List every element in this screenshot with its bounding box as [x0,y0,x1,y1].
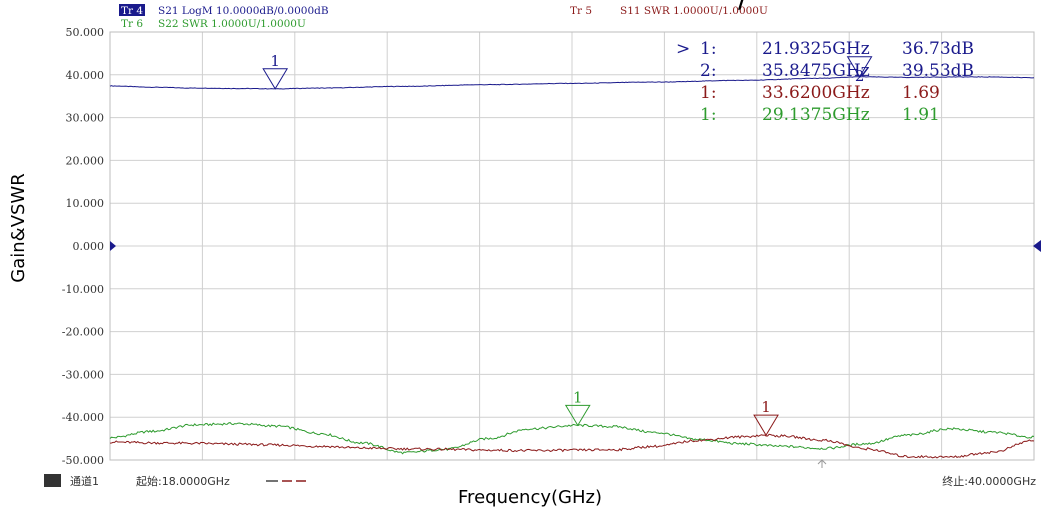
trace4-tag-bg[interactable] [119,4,145,16]
marker-frequency: 21.9325GHz [762,39,870,59]
start-frequency[interactable]: 起始:18.0000GHz [136,474,230,488]
title-fragment: / [738,0,747,14]
marker-triangle[interactable] [753,414,779,437]
y-tick-labels: 50.000 40.000 30.000 20.000 10.000 0.000 -10.0… [62,26,104,467]
marker-active-indicator: > [676,39,690,59]
y-axis-label: Gain&VSWR [8,173,29,282]
marker-value: 1.91 [902,105,940,125]
marker-frequency: 29.1375GHz [762,105,870,125]
plot-area: 50.000 40.000 30.000 20.000 10.000 0.000 -10.0… [62,26,1041,468]
marker-number: 2 [855,67,865,85]
marker-layer: 1 2 1 1 [262,52,873,437]
y-tick-label: -10.000 [62,283,104,296]
marker-value: 39.53dB [902,61,974,81]
reference-arrow-right [1033,240,1041,252]
marker-id: 1: [700,39,717,59]
marker-frequency: 35.8475GHz [762,61,870,81]
reference-arrows [110,240,1041,468]
y-tick-label: 0.000 [73,240,105,253]
y-tick-label: -20.000 [62,326,104,339]
marker-triangle[interactable] [846,56,873,78]
y-tick-label: -50.000 [62,454,104,467]
trace4-label: S21 LogM 10.0000dB/0.0000dB [158,5,329,17]
footer-bar: 2 通道1 起始:18.0000GHz 终止:40.0000GHz [44,474,1036,488]
y-tick-label: 40.000 [66,69,105,82]
y-tick-label: 10.000 [66,197,105,210]
marker-value: 1.69 [902,83,940,103]
channel-badge-bg[interactable] [44,474,61,487]
trace4-tag[interactable]: Tr 4 [121,5,143,17]
y-tick-label: 50.000 [66,26,105,39]
series-line-1 [109,422,1035,455]
y-tick-label: 20.000 [66,154,105,167]
channel-label[interactable]: 通道1 [70,474,99,488]
trace-header: Tr 4 S21 LogM 10.0000dB/0.0000dB Tr 6 S2… [119,0,768,30]
y-tick-label: -40.000 [62,411,104,424]
marker-id: 2: [700,61,717,81]
reference-arrow-left [110,241,116,251]
stop-frequency[interactable]: 终止:40.0000GHz [942,474,1036,488]
series-layer [109,76,1035,459]
channel-badge[interactable]: 2 [49,475,56,488]
marker-number: 1 [573,388,583,406]
trace5-label: S11 SWR 1.0000U/1.0000U [620,5,768,17]
marker-id: 1: [700,83,717,103]
trace6-tag[interactable]: Tr 6 [121,18,143,30]
x-axis-label: Frequency(GHz) [458,487,602,508]
y-tick-label: -30.000 [62,368,104,381]
y-tick-label: 30.000 [66,112,105,125]
marker-triangle[interactable] [262,68,289,90]
grid-lines [110,32,1034,460]
marker-number: 1 [761,398,771,416]
trace5-tag[interactable]: Tr 5 [570,5,592,17]
series-line-0 [109,76,1035,90]
marker-value: 36.73dB [902,39,974,59]
marker-frequency: 33.6200GHz [762,83,870,103]
series-line-2 [109,433,1035,459]
stimulus-arrow-head [817,459,827,465]
marker-id: 1: [700,105,717,125]
marker-number: 1 [270,52,280,70]
marker-triangle[interactable] [564,404,591,427]
trace6-label: S22 SWR 1.0000U/1.0000U [158,18,306,30]
